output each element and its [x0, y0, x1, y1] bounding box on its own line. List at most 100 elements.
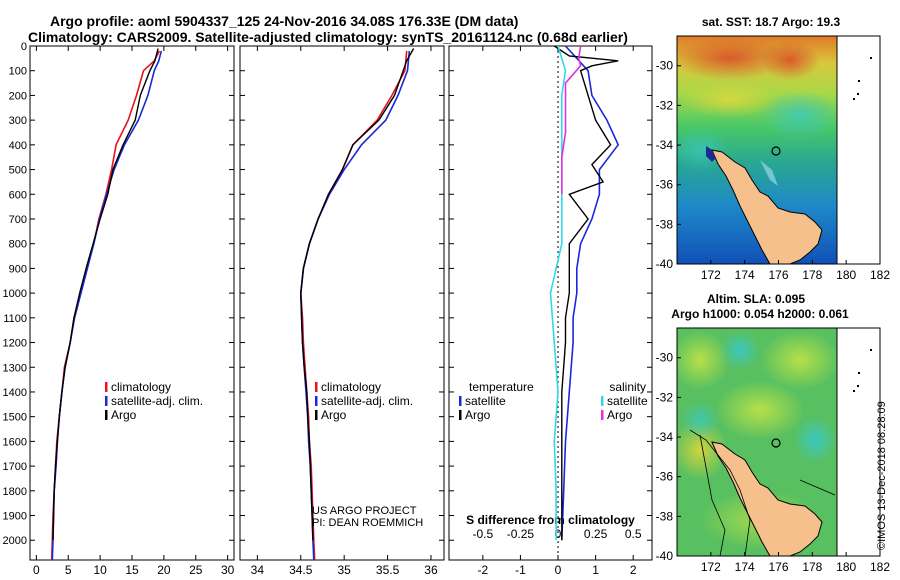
- depth-tick-label: 300: [9, 115, 27, 127]
- legend-label: Argo: [111, 408, 137, 422]
- legend-swatch: [315, 409, 318, 420]
- project-annotation: PI: DEAN ROEMMICH: [312, 517, 423, 529]
- legend-swatch: [315, 381, 318, 392]
- map-ytick-label: -32: [656, 390, 674, 404]
- panel-temperature: 0100200300400500600700800900100011001200…: [3, 41, 235, 580]
- depth-tick-label: 1400: [3, 387, 27, 399]
- depth-tick-label: 1300: [3, 362, 27, 374]
- map-xtick-label: 176: [768, 560, 788, 574]
- depth-tick-label: 1500: [3, 412, 27, 424]
- difference-legend: temperaturesatelliteArgosalinitysatellit…: [459, 380, 648, 422]
- temperature-xtick-label: 25: [189, 563, 203, 577]
- s-tick-label: -0.5: [472, 527, 493, 541]
- temperature-xtick-label: 10: [93, 563, 107, 577]
- altimetry-map: Altim. SLA: 0.095 Argo h1000: 0.054 h200…: [656, 292, 891, 574]
- salinity-difference-label: S difference from climatology: [466, 513, 635, 527]
- salinity-xtick-label: 35: [337, 563, 351, 577]
- depth-tick-label: 1700: [3, 461, 27, 473]
- series-s-argo: [561, 45, 582, 195]
- project-annotation: US ARGO PROJECT: [312, 505, 417, 517]
- depth-tick-label: 1800: [3, 486, 27, 498]
- legend-label: satellite: [607, 394, 648, 408]
- map-ytick-label: -30: [656, 59, 674, 73]
- legend-swatch: [459, 395, 462, 406]
- map-ytick-label: -30: [656, 351, 674, 365]
- temperature-xtick-label: 5: [65, 563, 72, 577]
- map-xtick-label: 180: [836, 560, 856, 574]
- salinity-xlabel: salinity: [321, 578, 363, 580]
- legend-swatch: [315, 395, 318, 406]
- difference-xlabel: T difference from climatology: [466, 578, 634, 580]
- altimetry-map-islands: [853, 349, 872, 392]
- series-s-satellite: [549, 45, 567, 541]
- new-zealand-land-1: [711, 149, 823, 264]
- depth-tick-label: 600: [9, 189, 27, 201]
- s-tick-label: 0.5: [625, 527, 642, 541]
- sst-map-islands: [853, 57, 872, 100]
- depth-tick-label: 400: [9, 140, 27, 152]
- legend-swatch: [601, 409, 604, 420]
- map-xtick-label: 178: [802, 560, 822, 574]
- difference-xtick-label: -1: [515, 563, 526, 577]
- legend-label: satellite-adj. clim.: [321, 394, 413, 408]
- legend-swatch: [105, 409, 108, 420]
- legend-title-salinity: salinity: [609, 380, 646, 394]
- temperature-xlabel: temperature (deg C): [75, 578, 189, 580]
- salinity-frame: [239, 45, 445, 561]
- map-ytick-label: -38: [656, 217, 674, 231]
- depth-tick-label: 1200: [3, 338, 27, 350]
- depth-tick-label: 0: [21, 41, 27, 53]
- map-ytick-label: -40: [656, 257, 674, 271]
- temperature-xtick-label: 15: [125, 563, 139, 577]
- legend-label: Argo: [321, 408, 347, 422]
- new-zealand-land-2: [711, 441, 823, 556]
- map-xtick-label: 176: [768, 268, 788, 282]
- legend-swatch: [601, 395, 604, 406]
- map-ytick-label: -36: [656, 178, 674, 192]
- map-ytick-label: -32: [656, 98, 674, 112]
- depth-tick-label: 800: [9, 239, 27, 251]
- altimetry-map-subtitle: Argo h1000: 0.054 h2000: 0.061: [671, 307, 849, 321]
- difference-xtick-label: 1: [592, 563, 599, 577]
- panel-salinity: 34 34.5 35 35.5 36 salinity climatologysatelli…: [239, 45, 445, 580]
- legend-swatch: [459, 409, 462, 420]
- map-ytick-label: -38: [656, 509, 674, 523]
- map-ytick-label: -36: [656, 470, 674, 484]
- title-line-1: Argo profile: aoml 5904337_125 24-Nov-20…: [50, 13, 518, 29]
- difference-xtick-label: 2: [630, 563, 637, 577]
- sst-argo-marker: [771, 146, 781, 156]
- legend-label: satellite-adj. clim.: [111, 394, 203, 408]
- depth-tick-label: 100: [9, 66, 27, 78]
- sst-map-title: sat. SST: 18.7 Argo: 19.3: [702, 15, 841, 29]
- map-xtick-label: 172: [701, 268, 721, 282]
- depth-tick-label: 900: [9, 263, 27, 275]
- depth-tick-label: 700: [9, 214, 27, 226]
- map-ytick-label: -34: [656, 138, 674, 152]
- salinity-xtick-label: 34: [251, 563, 265, 577]
- map-xtick-label: 178: [802, 268, 822, 282]
- depth-tick-label: 1000: [3, 288, 27, 300]
- map-ytick-label: -34: [656, 430, 674, 444]
- series-argo: [52, 48, 159, 541]
- footer-credit: ©IMOS 13-Dec-2018 08:28:09: [876, 401, 888, 550]
- temperature-frame: [29, 45, 235, 561]
- map-xtick-label: 182: [870, 560, 890, 574]
- depth-tick-label: 1600: [3, 436, 27, 448]
- series-argo: [300, 48, 415, 541]
- legend-label: climatology: [111, 380, 171, 394]
- altimetry-map-title: Altim. SLA: 0.095: [707, 292, 805, 306]
- map-ytick-label: -40: [656, 549, 674, 563]
- legend-label: Argo: [607, 408, 633, 422]
- temperature-xtick-label: 0: [33, 563, 40, 577]
- depth-tick-label: 2000: [3, 535, 27, 547]
- s-tick-label: 0: [555, 527, 562, 541]
- s-tick-label: -0.25: [507, 527, 535, 541]
- map-xtick-label: 174: [735, 560, 755, 574]
- salinity-xtick-label: 36: [424, 563, 438, 577]
- series-t-argo: [553, 45, 619, 541]
- panel-difference: -2 -1 0 1 2T difference from climatology S di…: [448, 45, 653, 580]
- map-xtick-label: 174: [735, 268, 755, 282]
- s-tick-label: 0.25: [584, 527, 608, 541]
